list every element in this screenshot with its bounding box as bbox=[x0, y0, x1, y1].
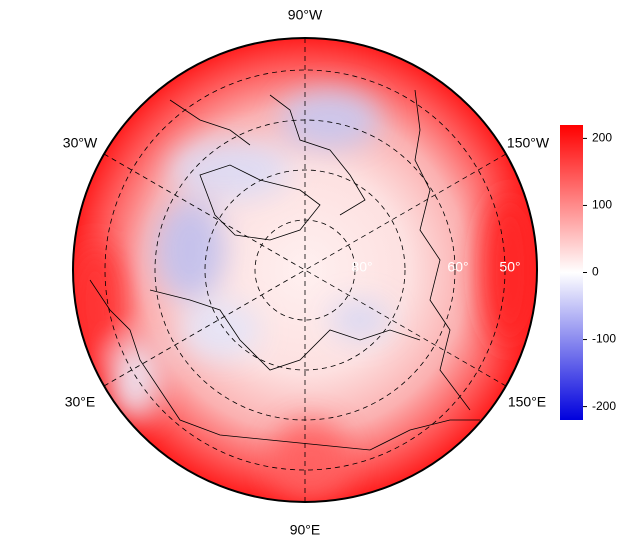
colorbar-tick-label: 0 bbox=[592, 265, 599, 279]
map-border bbox=[72, 37, 538, 503]
graticule bbox=[103, 38, 507, 502]
longitude-label: 90°W bbox=[288, 7, 323, 23]
longitude-label: 30°E bbox=[65, 394, 96, 410]
colorbar-tick-label: 200 bbox=[592, 131, 612, 145]
longitude-label: 90°E bbox=[290, 522, 321, 538]
latitude-label: 50° bbox=[499, 259, 520, 275]
colorbar bbox=[560, 125, 583, 420]
longitude-label: 30°W bbox=[63, 135, 98, 151]
longitude-label: 150°E bbox=[508, 394, 546, 410]
colorbar-tick-label: -100 bbox=[592, 332, 616, 346]
latitude-label: 80° bbox=[351, 259, 372, 275]
longitude-label: 150°W bbox=[507, 135, 550, 151]
colorbar-tick-label: 100 bbox=[592, 198, 612, 212]
latitude-label: 60° bbox=[447, 259, 468, 275]
colorbar-tick-label: -200 bbox=[592, 399, 616, 413]
field bbox=[73, 38, 537, 502]
